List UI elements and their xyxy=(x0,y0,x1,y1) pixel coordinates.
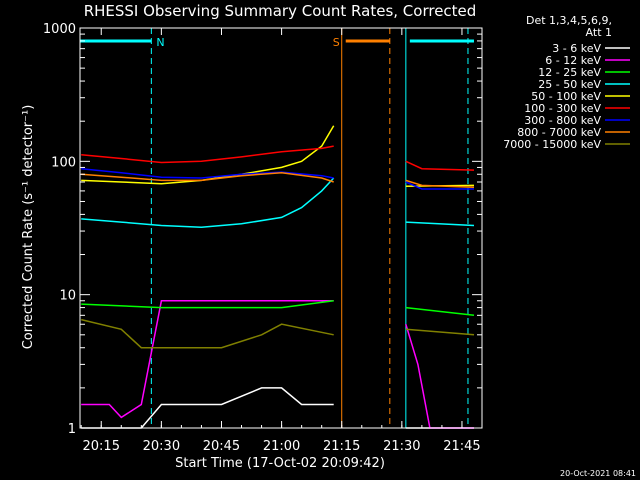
legend-entry-label: 25 - 50 keV xyxy=(538,78,601,91)
series-line xyxy=(405,323,474,429)
x-tick-label: 20:45 xyxy=(203,439,240,454)
x-tick-label: 21:00 xyxy=(263,439,300,454)
series-line xyxy=(81,387,334,429)
series-line xyxy=(405,181,474,190)
x-tick-label: 21:30 xyxy=(383,439,420,454)
legend-entry-label: 12 - 25 keV xyxy=(538,66,601,79)
x-tick-label: 21:45 xyxy=(443,439,480,454)
legend-entry-label: 100 - 300 keV xyxy=(524,102,601,115)
legend-entry-label: 6 - 12 keV xyxy=(545,54,601,67)
series-line xyxy=(81,172,334,183)
footer-timestamp: 20-Oct-2021 08:41 xyxy=(560,469,636,478)
series-line xyxy=(405,221,475,227)
y-tick-label: 1 xyxy=(68,422,76,437)
chart-title: RHESSI Observing Summary Count Rates, Co… xyxy=(84,2,477,20)
y-tick-label: 1000 xyxy=(43,22,76,37)
legend-entry-label: 800 - 7000 keV xyxy=(517,126,601,139)
series-line xyxy=(81,177,335,229)
series-line xyxy=(81,145,334,164)
legend-title-line: Det 1,3,4,5,6,9, xyxy=(526,14,612,27)
legend-entry-label: 3 - 6 keV xyxy=(552,42,601,55)
x-axis-label: Start Time (17-Oct-02 20:09:42) xyxy=(175,456,385,471)
y-tick-label: 100 xyxy=(51,155,76,170)
series-line xyxy=(405,160,475,171)
series-line xyxy=(81,167,334,179)
y-axis-label: Corrected Count Rate (s⁻¹ detector⁻¹) xyxy=(21,105,36,350)
legend-entry-label: 50 - 100 keV xyxy=(531,90,601,103)
x-tick-label: 20:15 xyxy=(83,439,120,454)
flag-label: N xyxy=(156,36,164,49)
x-tick-label: 21:15 xyxy=(323,439,360,454)
series-line xyxy=(405,328,475,336)
legend-title-line: Att 1 xyxy=(586,26,612,39)
series-line xyxy=(405,179,475,188)
plot-frame xyxy=(79,27,483,429)
flag-label: S xyxy=(333,36,340,49)
legend-entry-label: 7000 - 15000 keV xyxy=(503,138,601,151)
y-tick-label: 10 xyxy=(59,289,76,304)
series-line xyxy=(405,306,475,317)
series-line xyxy=(81,300,334,419)
legend-entry-label: 300 - 800 keV xyxy=(524,114,601,127)
series-line xyxy=(81,300,334,309)
series-line xyxy=(81,318,334,349)
x-tick-label: 20:30 xyxy=(143,439,180,454)
